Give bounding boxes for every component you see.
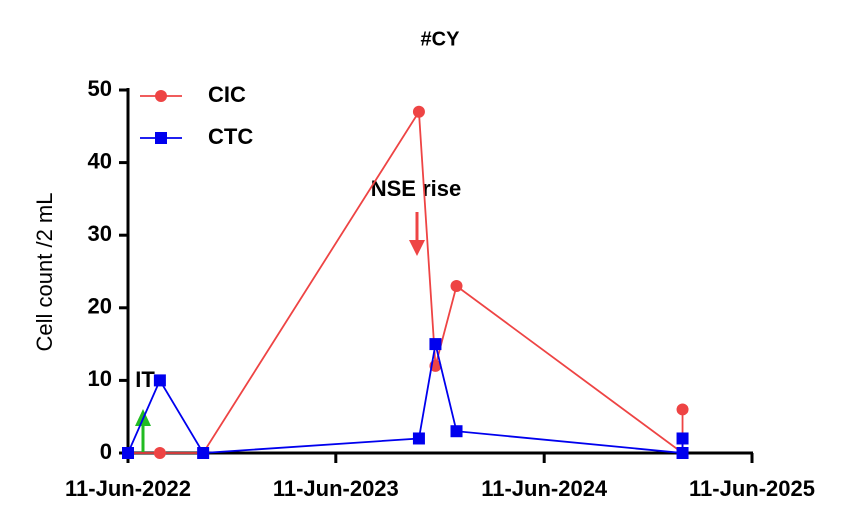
data-point	[412, 105, 425, 118]
data-point	[676, 403, 689, 416]
x-tick-label: 11-Jun-2025	[689, 476, 815, 501]
data-point	[153, 447, 166, 459]
data-point	[122, 447, 134, 459]
y-axis-label: Cell count /2 mL	[32, 193, 57, 352]
legend-marker	[155, 132, 167, 144]
data-point	[153, 374, 166, 387]
data-point	[197, 447, 210, 459]
x-tick-label: 11-Jun-2024	[481, 476, 608, 501]
annotation-arrow-head	[409, 240, 425, 256]
x-tick-label: 11-Jun-2023	[273, 476, 399, 501]
legend-label: CIC	[208, 82, 246, 107]
y-tick-label: 20	[88, 294, 112, 319]
data-point	[429, 338, 442, 351]
data-point	[450, 425, 463, 438]
data-point	[412, 432, 425, 445]
legend-label: CTC	[208, 124, 253, 149]
y-tick-label: 0	[100, 439, 112, 464]
series-line	[127, 343, 684, 454]
data-point	[676, 432, 689, 445]
y-tick-label: 40	[88, 148, 112, 173]
data-point	[450, 280, 463, 293]
annotation: IT	[135, 367, 155, 392]
legend-marker	[155, 90, 167, 102]
series-line	[128, 108, 684, 455]
annotation: NSE rise	[371, 176, 462, 201]
y-tick-label: 30	[88, 221, 112, 246]
x-tick-label: 11-Jun-2022	[65, 476, 191, 501]
chart-title: #CY	[421, 28, 461, 50]
y-tick-label: 50	[88, 76, 112, 101]
y-tick-label: 10	[88, 366, 112, 391]
data-point	[676, 447, 689, 459]
